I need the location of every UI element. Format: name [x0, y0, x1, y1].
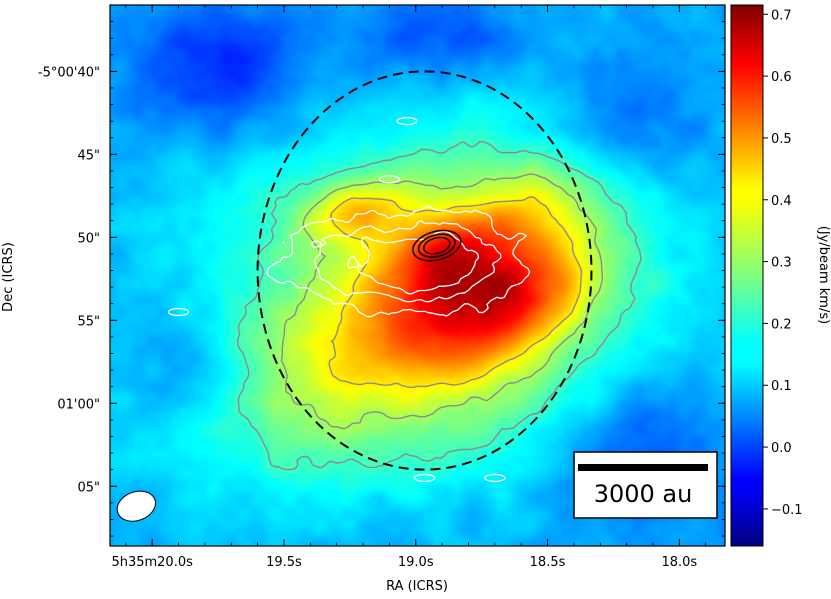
colorbar-tick-label-3: 0.1 — [771, 379, 792, 394]
colorbar: −0.1 0.0 0.1 0.2 0.3 0.4 0.5 0.6 0.7 (Jy/beam km… — [730, 4, 831, 547]
white-contour-2 — [311, 220, 502, 303]
contour-layer — [167, 117, 642, 483]
beam-ellipse — [116, 490, 156, 522]
x-axis-label: RA (ICRS) — [386, 579, 448, 594]
colorbar-tick-label-7: 0.5 — [771, 132, 792, 147]
x-tick-label-2: 19.5s — [266, 555, 302, 570]
y-tick-label-3: 50" — [77, 231, 100, 246]
white-contour-1 — [266, 205, 531, 318]
colorbar-tick-label-5: 0.3 — [771, 256, 792, 271]
colorbar-tick-label-2: 0.0 — [771, 441, 792, 456]
black-contour-3 — [422, 236, 451, 255]
black-contour-2 — [417, 233, 456, 258]
intensity-map: 3000 au — [110, 5, 725, 546]
y-tick-label-1: -5°00'40" — [38, 65, 100, 80]
x-tick-label-3: 19.0s — [398, 555, 434, 570]
white-contour-island-2 — [167, 307, 190, 317]
dashed-circle — [256, 70, 593, 471]
colorbar-tick-label-6: 0.4 — [771, 194, 792, 209]
scalebar-box — [573, 451, 718, 519]
white-contour-island-1 — [396, 117, 418, 126]
y-tick-label-6: 05" — [77, 480, 100, 495]
colorbar-gradient — [730, 4, 764, 547]
y-tick-label-5: 01'00" — [57, 397, 100, 412]
y-axis: -5°00'40" 45" 50" 55" 01'00" 05" — [38, 4, 725, 537]
white-contour-island-4 — [413, 473, 436, 483]
colorbar-ticks: −0.1 0.0 0.1 0.2 0.3 0.4 0.5 0.6 0.7 — [763, 8, 803, 518]
colorbar-label: (Jy/beam km/s) — [816, 226, 831, 324]
colorbar-tick-label-8: 0.6 — [771, 70, 792, 85]
y-tick-label-2: 45" — [77, 148, 100, 163]
scalebar-label: 3000 au — [594, 480, 693, 508]
y-axis-label: Dec (ICRS) — [1, 242, 16, 312]
x-axis: 5h35m20.0s 19.5s 19.0s 18.5s 18.0s — [111, 5, 707, 570]
x-tick-label-5: 18.0s — [661, 555, 697, 570]
scalebar-bar — [578, 464, 708, 471]
plot-frame — [109, 4, 726, 547]
gray-contour-1 — [236, 140, 642, 471]
y-tick-label-4: 55" — [77, 314, 100, 329]
colorbar-tick-label-4: 0.2 — [771, 317, 792, 332]
scalebar: 3000 au — [573, 451, 718, 519]
x-tick-label-4: 18.5s — [530, 555, 566, 570]
colorbar-tick-label-1: −0.1 — [771, 503, 803, 518]
x-tick-label-1: 5h35m20.0s — [111, 555, 193, 570]
white-contour-island-3 — [484, 473, 506, 483]
colorbar-tick-label-9: 0.7 — [771, 8, 792, 23]
white-contour-island-5 — [378, 175, 401, 184]
black-contour-1 — [412, 229, 462, 262]
white-contour-3 — [347, 230, 480, 295]
gray-contour-2 — [280, 173, 603, 430]
